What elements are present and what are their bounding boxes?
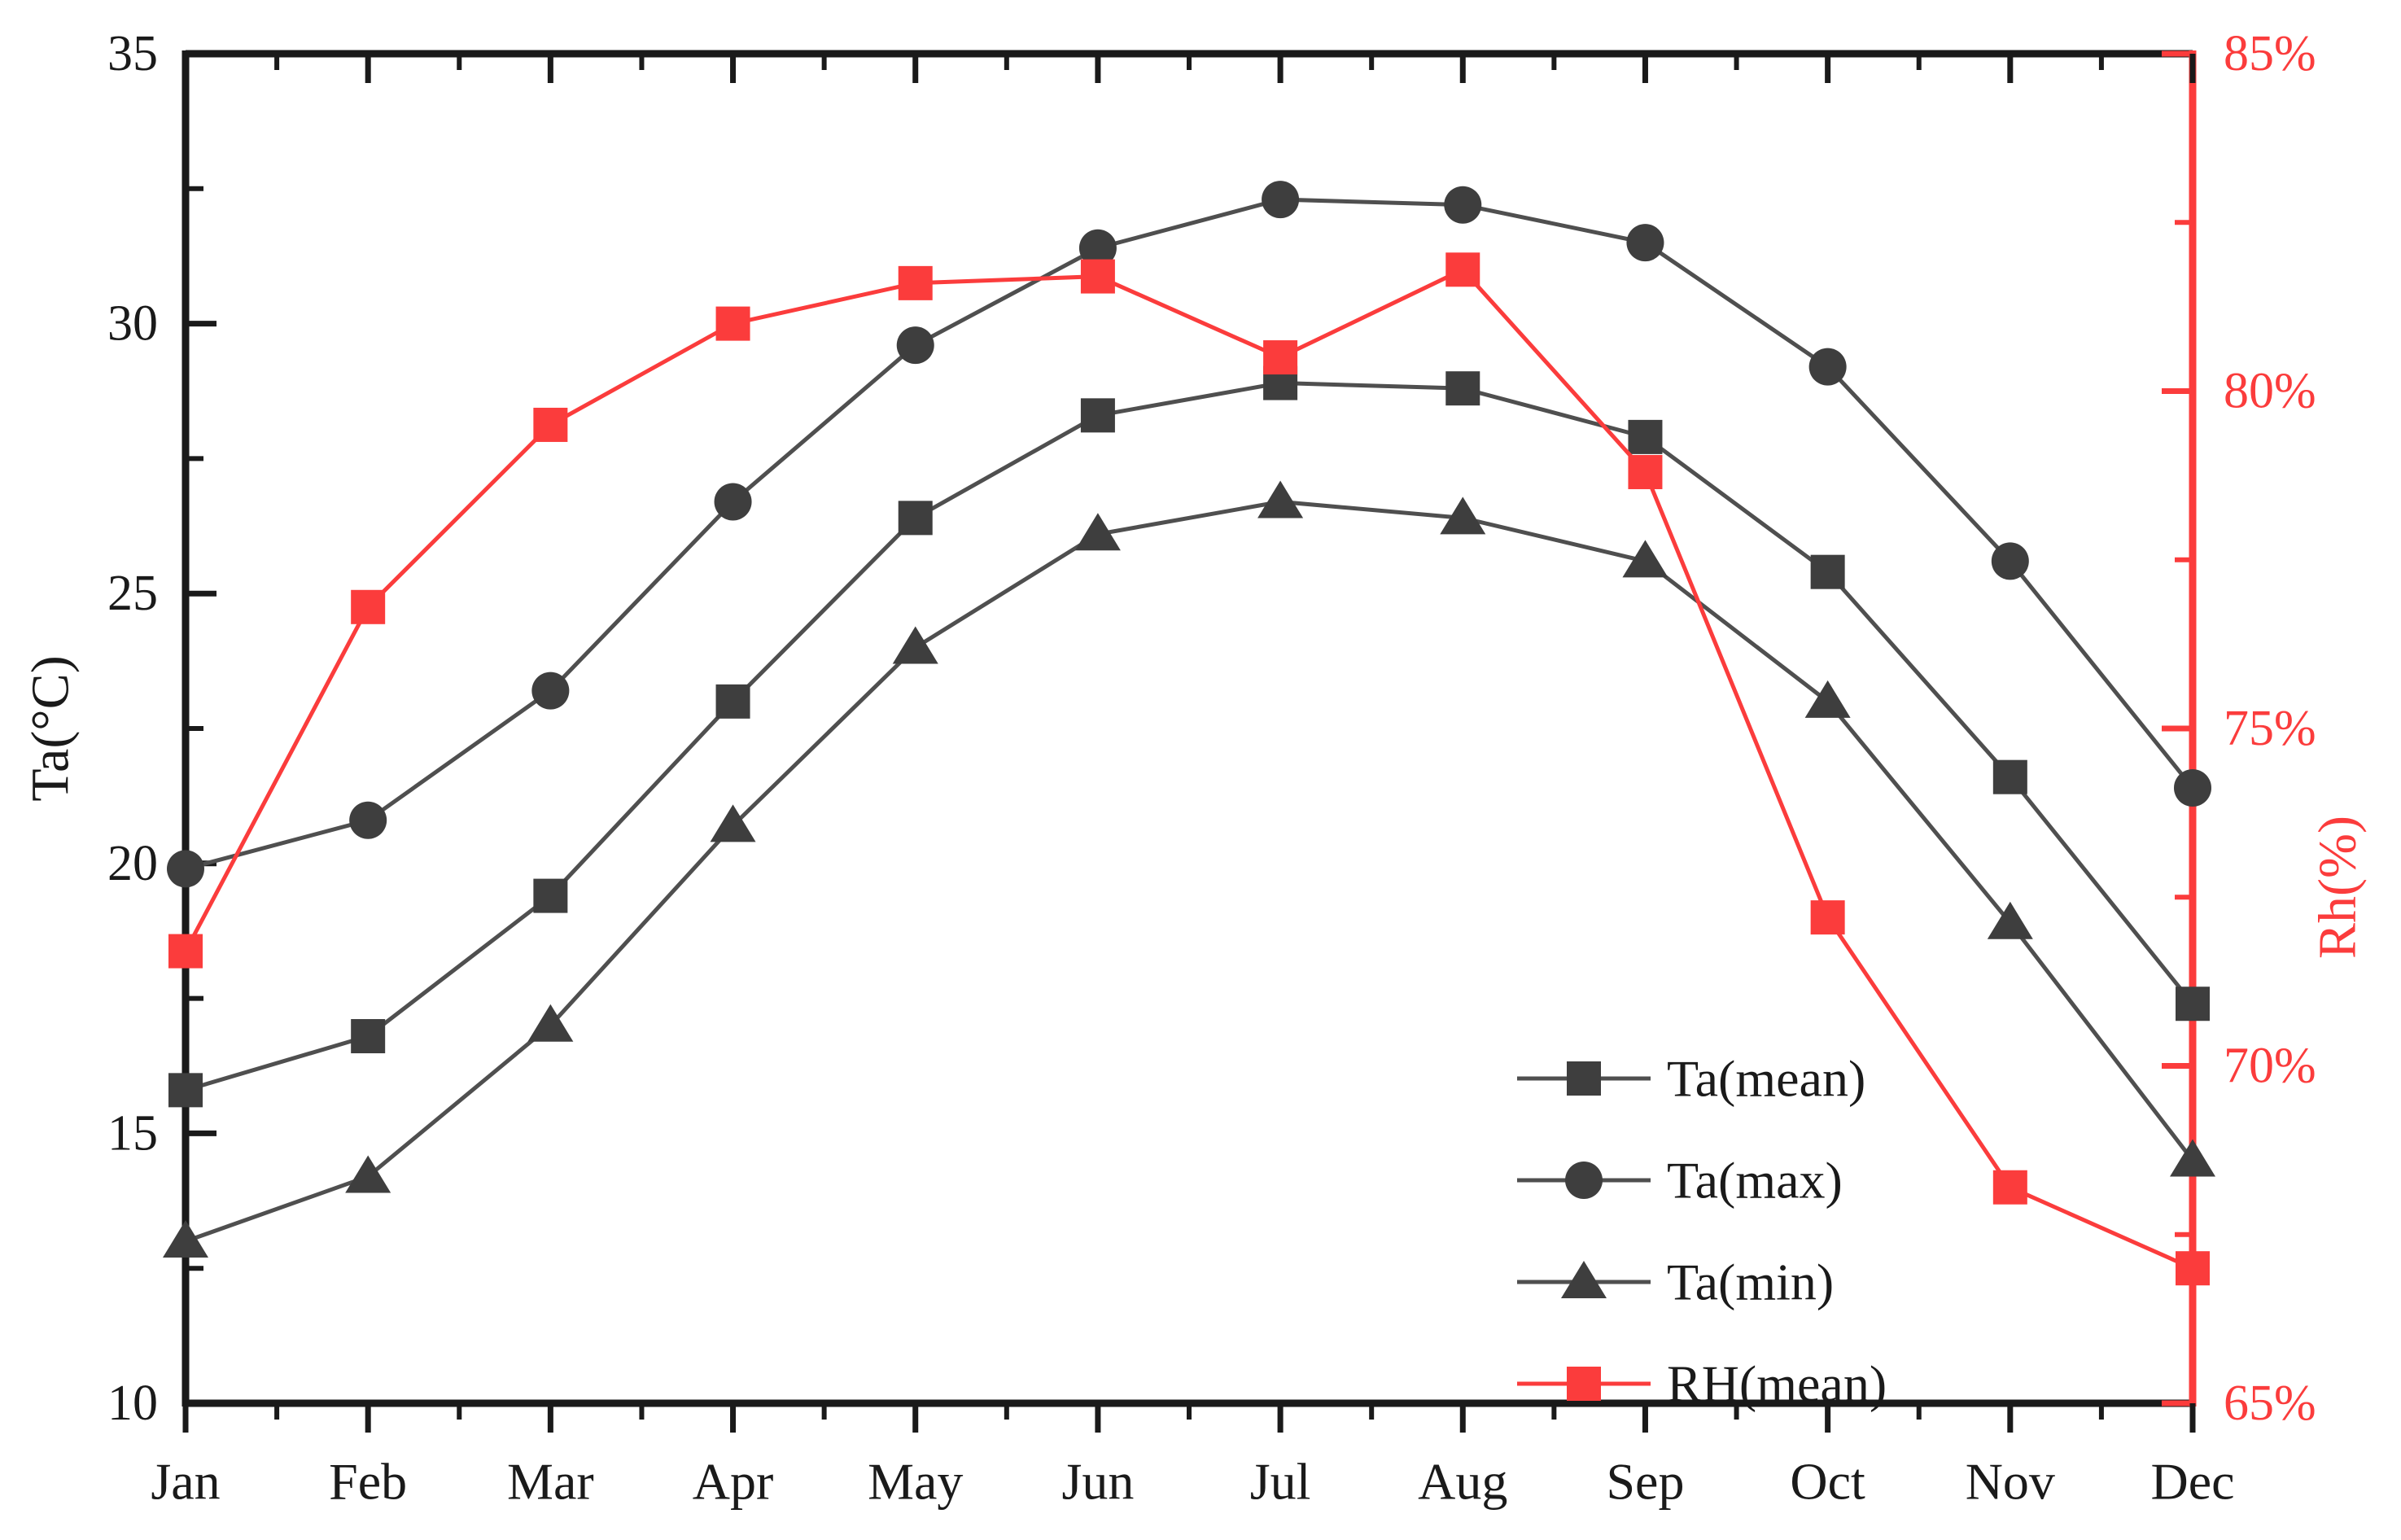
x-tick-label-aug: Aug — [1418, 1453, 1507, 1511]
left-tick-label: 30 — [107, 296, 158, 352]
data-point-marker-rh-mean — [1445, 252, 1480, 287]
left-tick-label: 25 — [107, 566, 158, 621]
right-axis-title: Rh(%) — [2308, 816, 2368, 959]
legend-marker-ta-mean — [1567, 1061, 1601, 1096]
data-point-marker-ta-mean — [351, 1019, 386, 1054]
data-point-marker-ta-min — [527, 1004, 574, 1042]
data-point-marker-ta-mean — [715, 684, 750, 719]
data-point-marker-ta-mean — [1628, 419, 1663, 454]
right-tick-label: 80% — [2224, 364, 2316, 419]
legend-item-ta-max: Ta(max) — [1517, 1152, 1843, 1210]
x-tick-label-mar: Mar — [507, 1453, 594, 1511]
data-point-marker-ta-min — [1257, 480, 1304, 518]
left-tick-label: 15 — [107, 1105, 158, 1161]
legend-item-ta-min: Ta(min) — [1517, 1253, 1834, 1311]
x-tick-label-jan: Jan — [151, 1453, 220, 1511]
data-point-marker-rh-mean — [351, 589, 386, 624]
x-tick-label-apr: Apr — [693, 1453, 774, 1511]
series-rh-mean — [168, 252, 2210, 1286]
data-point-marker-ta-mean — [168, 1073, 203, 1108]
data-point-marker-ta-max — [896, 326, 934, 365]
data-point-marker-ta-max — [167, 850, 204, 888]
left-axis-title: Ta(°C) — [21, 655, 81, 801]
data-point-marker-ta-min — [1440, 497, 1486, 535]
data-point-marker-ta-mean — [2176, 987, 2210, 1022]
data-point-marker-rh-mean — [898, 265, 933, 300]
x-tick-label-jul: Jul — [1250, 1453, 1311, 1511]
legend-marker-rh-mean — [1567, 1367, 1601, 1401]
data-point-marker-rh-mean — [1080, 259, 1115, 294]
legend-item-rh-mean: RH(mean) — [1517, 1355, 1887, 1413]
data-point-marker-ta-min — [2170, 1139, 2215, 1177]
x-tick-label-feb: Feb — [329, 1453, 407, 1511]
data-point-marker-ta-max — [1808, 348, 1847, 386]
data-point-marker-rh-mean — [2176, 1251, 2210, 1286]
data-point-marker-ta-max — [714, 483, 752, 521]
data-point-marker-ta-min — [892, 626, 938, 664]
series-ta-max — [167, 181, 2211, 888]
data-point-marker-ta-mean — [1992, 759, 2027, 794]
data-point-marker-rh-mean — [715, 306, 750, 341]
series-line-ta-mean — [185, 381, 2194, 1092]
series-line-rh-mean — [183, 267, 2194, 1271]
right-tick-label: 65% — [2224, 1376, 2316, 1431]
data-point-marker-ta-max — [2174, 768, 2211, 807]
data-point-marker-ta-max — [1991, 542, 2029, 580]
data-point-marker-ta-mean — [898, 501, 933, 536]
data-point-marker-rh-mean — [1810, 900, 1845, 935]
legend-item-ta-mean: Ta(mean) — [1517, 1050, 1865, 1108]
data-point-marker-rh-mean — [1992, 1170, 2027, 1205]
right-tick-label: 75% — [2224, 701, 2316, 756]
data-point-marker-rh-mean — [533, 407, 568, 442]
data-point-marker-ta-max — [1444, 186, 1482, 224]
legend-label: Ta(max) — [1667, 1152, 1843, 1210]
data-point-marker-rh-mean — [1628, 454, 1663, 489]
data-point-marker-ta-min — [1074, 513, 1121, 551]
data-point-marker-ta-min — [1987, 901, 2033, 939]
series-line-ta-min — [185, 499, 2194, 1244]
data-point-marker-ta-max — [349, 801, 387, 839]
legend-label: RH(mean) — [1667, 1355, 1887, 1413]
left-tick-label: 20 — [107, 836, 158, 891]
x-tick-label-jun: Jun — [1061, 1453, 1134, 1511]
data-point-marker-ta-min — [710, 804, 756, 842]
x-tick-label-oct: Oct — [1790, 1453, 1865, 1511]
left-tick-label: 35 — [107, 26, 158, 81]
data-point-marker-ta-mean — [1810, 554, 1845, 589]
right-tick-label: 70% — [2224, 1039, 2316, 1094]
legend: Ta(mean) Ta(max) Ta(min) RH(mean) — [1517, 1050, 1887, 1413]
data-point-marker-ta-min — [345, 1155, 391, 1193]
data-point-marker-ta-max — [1078, 229, 1117, 267]
data-point-marker-ta-min — [163, 1220, 208, 1258]
x-tick-label-sep: Sep — [1606, 1453, 1684, 1511]
data-point-marker-ta-max — [1262, 181, 1300, 219]
legend-marker-ta-min — [1561, 1261, 1607, 1298]
data-point-marker-ta-mean — [533, 878, 568, 913]
series-line-ta-max — [185, 197, 2194, 871]
data-point-marker-ta-min — [1804, 680, 1851, 718]
data-point-marker-ta-min — [1622, 540, 1668, 578]
left-tick-label: 10 — [107, 1376, 158, 1431]
x-tick-label-nov: Nov — [1966, 1453, 2055, 1511]
data-point-marker-ta-max — [531, 672, 570, 710]
data-point-marker-ta-mean — [1080, 398, 1115, 433]
series-ta-mean — [168, 365, 2210, 1108]
x-tick-label-dec: Dec — [2150, 1453, 2234, 1511]
series-ta-min — [163, 480, 2215, 1258]
legend-marker-ta-max — [1565, 1162, 1603, 1199]
data-point-marker-ta-max — [1626, 224, 1664, 262]
data-point-marker-rh-mean — [1263, 340, 1298, 375]
legend-label: Ta(mean) — [1667, 1050, 1865, 1108]
legend-label: Ta(min) — [1667, 1253, 1834, 1311]
right-tick-label: 85% — [2224, 26, 2316, 81]
data-point-marker-ta-mean — [1445, 371, 1480, 406]
x-tick-label-may: May — [868, 1453, 963, 1511]
data-point-marker-rh-mean — [168, 934, 203, 969]
